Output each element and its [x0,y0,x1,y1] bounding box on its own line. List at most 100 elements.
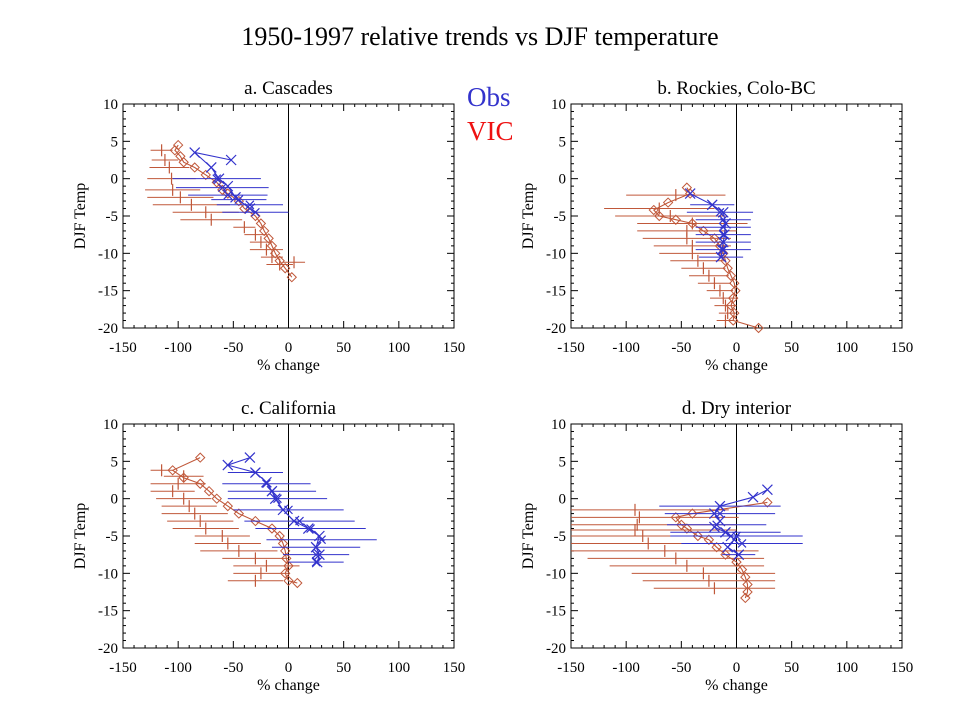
x-tick-label: -100 [164,340,192,356]
vic-point [233,508,245,519]
y-tick-label: 0 [559,172,567,188]
obs-point [222,180,234,192]
x-axis-label: % change [257,677,320,694]
vic-point [263,233,274,244]
obs-point [313,549,325,561]
series-vic [145,139,306,283]
obs-point [709,508,720,520]
vic-point [211,493,222,504]
obs-point [249,467,261,478]
vic-point [250,515,261,527]
vic-point [200,169,211,181]
x-tick-label: -150 [557,660,585,676]
series-vic [604,182,764,334]
y-tick-label: -20 [98,641,118,657]
series-obs [684,188,754,263]
vic-point [670,512,682,523]
obs-point [213,173,225,185]
vic-point [169,145,181,156]
y-tick-label: -10 [546,566,566,582]
x-tick-label: -150 [109,340,137,356]
obs-point [313,530,325,542]
vic-point [270,248,281,259]
vic-point [274,530,285,542]
obs-point [230,191,241,203]
y-tick-label: -10 [98,566,118,582]
y-tick-label: 5 [559,134,567,150]
vic-point [259,225,270,237]
legend: Obs VIC [467,80,514,148]
x-tick-label: -100 [612,340,640,356]
x-tick-label: 50 [784,340,799,356]
y-axis-label: DJF Temp [72,183,89,250]
vic-point [189,162,200,173]
vic-point [222,500,234,512]
obs-point [244,452,256,464]
x-tick-label: 100 [836,660,859,676]
obs-point [709,521,720,533]
vic-point [725,300,737,311]
obs-point [311,556,323,568]
obs-point [189,147,201,158]
y-tick-label: -10 [98,246,118,262]
y-tick-label: 5 [111,454,119,470]
x-tick-label: 150 [443,660,466,676]
vic-point [681,523,693,534]
obs-marker [311,557,321,567]
y-tick-label: 5 [111,134,119,150]
figure-title: 1950-1997 relative trends vs DJF tempera… [241,22,719,51]
x-tick-label: 0 [285,340,293,356]
panel-title: c. California [241,398,337,419]
y-tick-label: 0 [559,492,567,508]
y-tick-label: -15 [98,604,118,620]
obs-point [722,541,734,553]
x-tick-label: -100 [164,660,192,676]
x-tick-label: 0 [285,660,293,676]
vic-point [662,197,674,208]
legend-vic: VIC [467,116,514,146]
x-tick-label: 100 [388,340,411,356]
obs-marker [737,539,747,548]
panel-title: a. Cascades [244,78,333,99]
legend-obs: Obs [467,82,511,112]
x-tick-label: 50 [336,660,351,676]
x-tick-label: -100 [612,660,640,676]
obs-point [310,541,322,553]
obs-point [684,188,696,200]
vic-point [178,157,189,168]
x-tick-label: 0 [733,660,741,676]
vic-point [670,214,682,225]
y-tick-label: -5 [106,209,119,225]
series-vic [150,452,303,589]
series-obs [172,147,289,217]
vic-point [654,210,665,222]
obs-marker [250,207,260,217]
obs-marker [245,200,255,210]
vic-point [742,586,753,598]
x-tick-label: 50 [336,340,351,356]
vic-point [172,139,184,151]
series-obs [659,484,803,561]
y-tick-label: -10 [546,246,566,262]
panel-title: d. Dry interior [682,398,792,419]
vic-point [753,322,764,334]
x-tick-label: 150 [891,340,914,356]
obs-point [302,523,314,534]
obs-point [205,162,217,173]
obs-marker [718,230,728,240]
x-axis-label: % change [257,357,320,374]
x-axis-label: % change [705,357,768,374]
obs-point [720,526,731,538]
obs-point [269,493,281,505]
y-tick-label: -5 [554,529,567,545]
obs-point [222,459,234,471]
y-axis-label: DJF Temp [72,503,89,570]
obs-point [761,484,773,496]
y-tick-label: -5 [106,529,119,545]
vic-point [279,568,291,579]
vic-point [684,188,696,199]
y-tick-label: -15 [546,604,566,620]
